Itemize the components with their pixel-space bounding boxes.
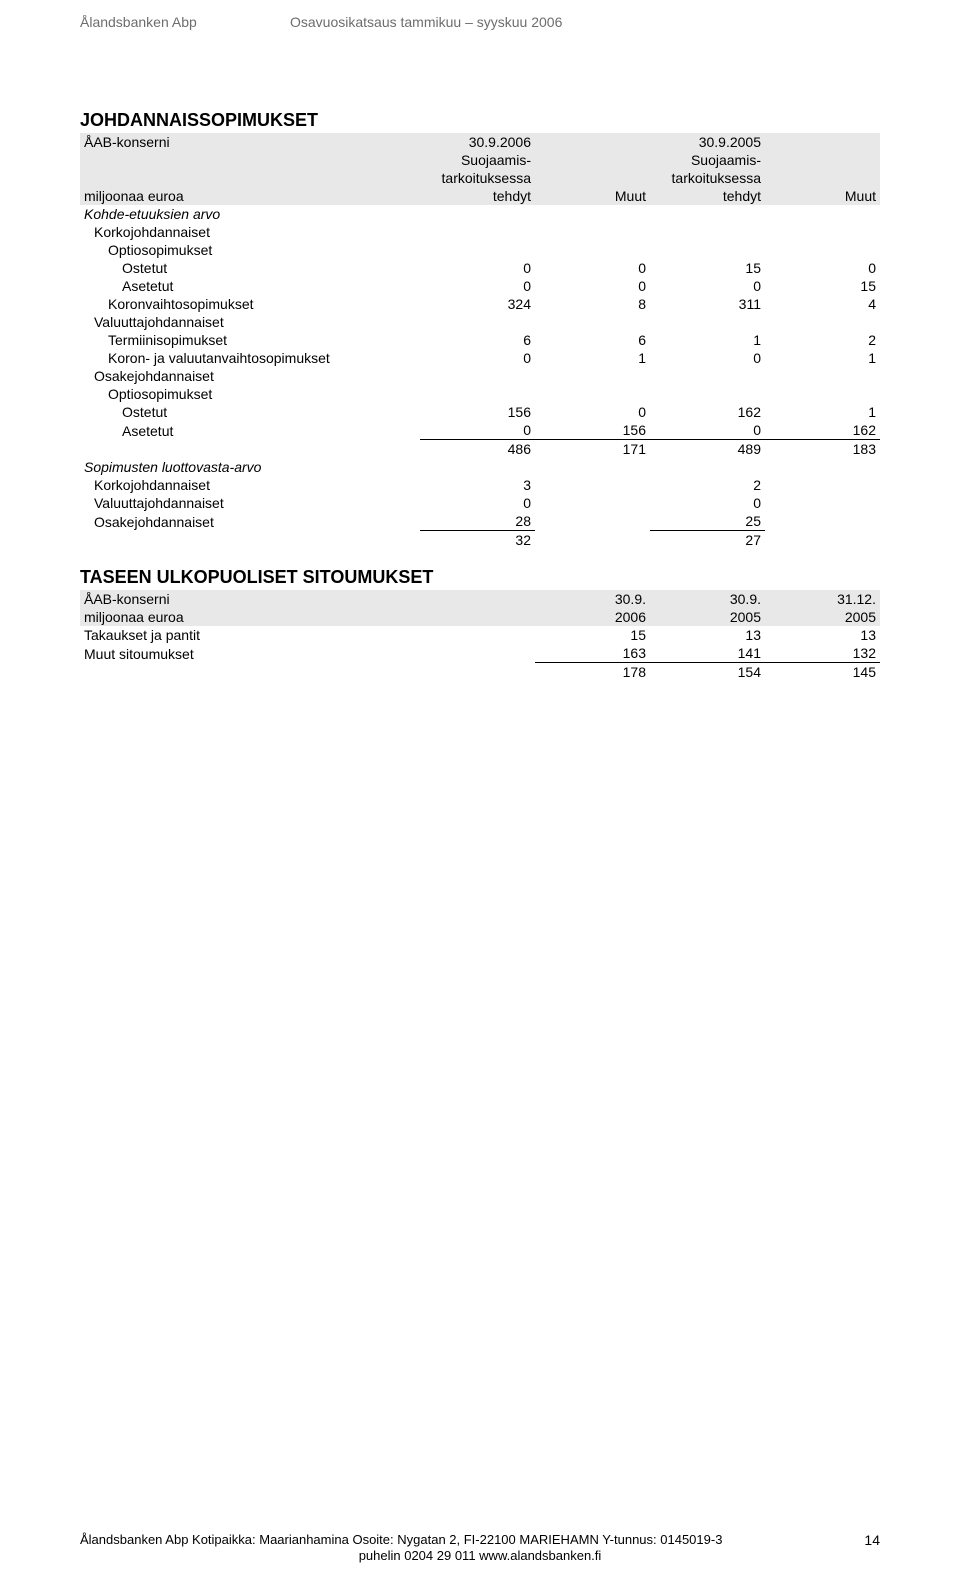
table-row: Ostetut 0 0 15 0 [80, 259, 880, 277]
table-row-total: 32 27 [80, 531, 880, 550]
footer-info: Ålandsbanken Abp Kotipaikka: Maarianhami… [80, 1532, 722, 1548]
table-row-total: 178 154 145 [80, 663, 880, 682]
table-row: Ostetut 156 0 162 1 [80, 403, 880, 421]
table-row: Osakejohdannaiset [80, 367, 880, 385]
section2-title: TASEEN ULKOPUOLISET SITOUMUKSET [80, 567, 880, 588]
section1-title: JOHDANNAISSOPIMUKSET [80, 110, 880, 131]
header-report: Osavuosikatsaus tammikuu – syyskuu 2006 [290, 14, 562, 30]
page-number: 14 [864, 1532, 880, 1548]
table-row: Optiosopimukset [80, 385, 880, 403]
footer-contact: puhelin 0204 29 011 www.alandsbanken.fi [80, 1548, 880, 1563]
date-left: 30.9.2006 [420, 133, 535, 151]
table-row: Korkojohdannaiset [80, 223, 880, 241]
table-row: Osakejohdannaiset 28 25 [80, 512, 880, 531]
group-label: ÅAB-konserni [80, 133, 420, 151]
table-row: ÅAB-konserni 30.9. 30.9. 31.12. [80, 590, 880, 608]
page-header: Ålandsbanken Abp Osavuosikatsaus tammiku… [80, 14, 880, 30]
table-row: Koron- ja valuutanvaihtosopimukset 0 1 0… [80, 349, 880, 367]
table-row: Asetetut 0 156 0 162 [80, 421, 880, 440]
table-row: miljoonaa euroa tehdyt Muut tehdyt Muut [80, 187, 880, 205]
table-row: tarkoituksessa tarkoituksessa [80, 169, 880, 187]
table-row: miljoonaa euroa 2006 2005 2005 [80, 608, 880, 626]
table-row: Valuuttajohdannaiset 0 0 [80, 494, 880, 512]
table-row: Takaukset ja pantit 15 13 13 [80, 626, 880, 644]
table-row: Kohde-etuuksien arvo [80, 205, 880, 223]
table-row-subtotal: 486 171 489 183 [80, 440, 880, 459]
table-row: Korkojohdannaiset 3 2 [80, 476, 880, 494]
table-row: Asetetut 0 0 0 15 [80, 277, 880, 295]
table-row: Valuuttajohdannaiset [80, 313, 880, 331]
table-row: Suojaamis- Suojaamis- [80, 151, 880, 169]
table-row: Koronvaihtosopimukset 324 8 311 4 [80, 295, 880, 313]
page-footer: Ålandsbanken Abp Kotipaikka: Maarianhami… [80, 1532, 880, 1563]
header-company: Ålandsbanken Abp [80, 14, 290, 30]
table-row: Sopimusten luottovasta-arvo [80, 458, 880, 476]
date-right: 30.9.2005 [650, 133, 765, 151]
table-row: ÅAB-konserni 30.9.2006 30.9.2005 [80, 133, 880, 151]
table-row: Muut sitoumukset 163 141 132 [80, 644, 880, 663]
table-offbalance: ÅAB-konserni 30.9. 30.9. 31.12. miljoona… [80, 590, 880, 681]
table-row: Termiinisopimukset 6 6 1 2 [80, 331, 880, 349]
table-derivatives: ÅAB-konserni 30.9.2006 30.9.2005 Suojaam… [80, 133, 880, 549]
table-row: Optiosopimukset [80, 241, 880, 259]
